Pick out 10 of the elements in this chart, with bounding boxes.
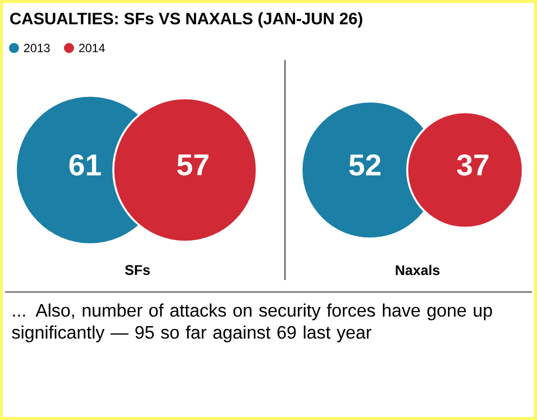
data-label: 37 bbox=[457, 154, 488, 176]
category-label: SFs bbox=[125, 265, 150, 275]
data-label: 52 bbox=[349, 154, 380, 176]
category-label: Naxals bbox=[396, 264, 440, 276]
legend-label: 2013 bbox=[24, 44, 50, 52]
data-label: 57 bbox=[177, 154, 208, 176]
text: ... Also, number of attacks on security forces have gone up significantly — 95 so far against 69 last year bbox=[12, 304, 492, 342]
data-label: 61 bbox=[69, 154, 101, 176]
text: CASUALTIES: SFs VS NAXALS (JAN-JUN 26) bbox=[10, 12, 362, 28]
legend-label: 2014 bbox=[79, 44, 105, 52]
